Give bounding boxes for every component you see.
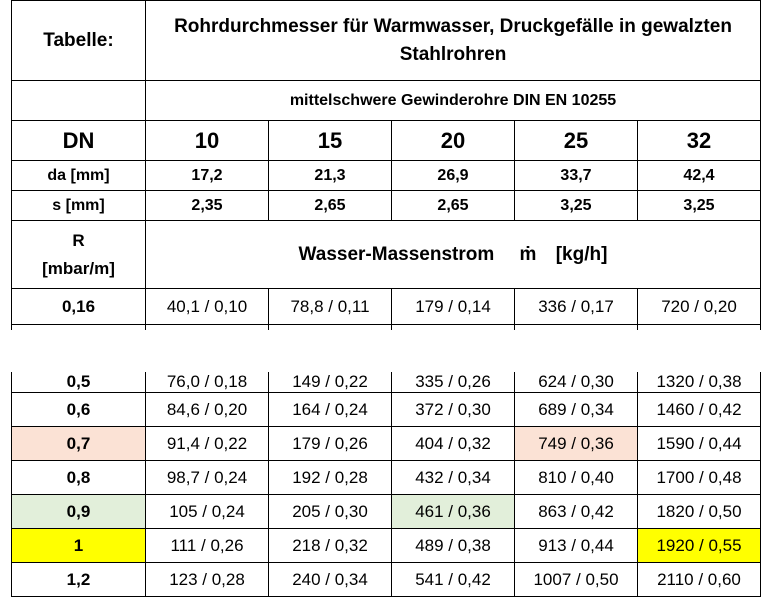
value-cell-highlighted: 461 / 0,36 <box>391 494 515 529</box>
s-row: s [mm] 2,35 2,65 2,65 3,25 3,25 <box>11 190 761 221</box>
da-cell: 42,4 <box>637 160 761 191</box>
value-cell: 720 / 0,20 <box>637 288 761 325</box>
s-cell: 2,65 <box>391 190 515 221</box>
value-cell: 91,4 / 0,22 <box>145 426 269 461</box>
da-cell: 21,3 <box>268 160 392 191</box>
value-cell: 179 / 0,14 <box>391 288 515 325</box>
mass-flow-unit: [kg/h] <box>555 243 608 265</box>
value-cell: 123 / 0,28 <box>145 562 269 597</box>
s-cell: 3,25 <box>637 190 761 221</box>
da-cell: 26,9 <box>391 160 515 191</box>
row-label: 0,8 <box>11 460 146 495</box>
table-bottom-section: 0,5 76,0 / 0,18 149 / 0,22 335 / 0,26 62… <box>11 364 761 597</box>
data-rows: 0,6 84,6 / 0,20 164 / 0,24 372 / 0,30 689 / … <box>11 392 761 597</box>
table-row: 0,16 40,1 / 0,10 78,8 / 0,11 179 / 0,14 … <box>11 288 761 325</box>
value-cell: 404 / 0,32 <box>391 426 515 461</box>
value-cell: 336 / 0,17 <box>514 288 638 325</box>
value-cell: 84,6 / 0,20 <box>145 392 269 427</box>
row-label: 1,2 <box>11 562 146 597</box>
value-cell: 2110 / 0,60 <box>637 562 761 597</box>
value-cell: 1820 / 0,50 <box>637 494 761 529</box>
screenshot-gap <box>0 330 768 372</box>
table-row: 1 111 / 0,26 218 / 0,32 489 / 0,38 913 / 0,4… <box>11 528 761 563</box>
value-cell: 179 / 0,26 <box>268 426 392 461</box>
value-cell: 489 / 0,38 <box>391 528 515 563</box>
value-cell: 372 / 0,30 <box>391 392 515 427</box>
r-header-row: R [mbar/m] Wasser-Massenstrom ṁ [kg/h] <box>11 220 761 289</box>
value-cell: 111 / 0,26 <box>145 528 269 563</box>
row-label: 0,9 <box>11 494 146 529</box>
value-cell: 1007 / 0,50 <box>514 562 638 597</box>
table-row: 1,2 123 / 0,28 240 / 0,34 541 / 0,42 1007 / … <box>11 562 761 597</box>
s-cell: 2,35 <box>145 190 269 221</box>
value-cell: 40,1 / 0,10 <box>145 288 269 325</box>
r-label-line1: R <box>72 230 85 250</box>
dn-cell: 25 <box>514 120 638 161</box>
value-cell: 164 / 0,24 <box>268 392 392 427</box>
value-cell-highlighted: 749 / 0,36 <box>514 426 638 461</box>
value-cell: 1700 / 0,48 <box>637 460 761 495</box>
row-label: 0,16 <box>11 288 146 325</box>
value-cell: 913 / 0,44 <box>514 528 638 563</box>
da-row: da [mm] 17,2 21,3 26,9 33,7 42,4 <box>11 160 761 191</box>
r-label-line2: [mbar/m] <box>42 258 115 278</box>
dn-row: DN 10 15 20 25 32 <box>11 120 761 161</box>
mass-flow-label: Wasser-Massenstrom <box>298 243 495 265</box>
value-cell: 205 / 0,30 <box>268 494 392 529</box>
da-cell: 17,2 <box>145 160 269 191</box>
s-cell: 3,25 <box>514 190 638 221</box>
table-title: Rohrdurchmesser für Warmwasser, Druckgef… <box>145 0 761 81</box>
value-cell-highlighted: 1920 / 0,55 <box>637 528 761 563</box>
dn-cell: 15 <box>268 120 392 161</box>
value-cell: 1590 / 0,44 <box>637 426 761 461</box>
r-label: R [mbar/m] <box>11 220 146 289</box>
dn-cell: 10 <box>145 120 269 161</box>
table-top-section: Tabelle: Rohrdurchmesser für Warmwasser,… <box>11 0 761 355</box>
mass-flow-header: Wasser-Massenstrom ṁ [kg/h] <box>145 220 761 289</box>
value-cell: 432 / 0,34 <box>391 460 515 495</box>
row-label: 0,7 <box>11 426 146 461</box>
row-label: 0,6 <box>11 392 146 427</box>
value-cell: 240 / 0,34 <box>268 562 392 597</box>
s-cell: 2,65 <box>268 190 392 221</box>
row-label: da [mm] <box>11 160 146 191</box>
da-cell: 33,7 <box>514 160 638 191</box>
value-cell: 218 / 0,32 <box>268 528 392 563</box>
value-cell: 689 / 0,34 <box>514 392 638 427</box>
dn-cell: 20 <box>391 120 515 161</box>
table-subtitle: mittelschwere Gewinderohre DIN EN 10255 <box>145 80 761 121</box>
table-row: 0,7 91,4 / 0,22 179 / 0,26 404 / 0,32 749 / … <box>11 426 761 461</box>
value-cell: 541 / 0,42 <box>391 562 515 597</box>
table-row: 0,6 84,6 / 0,20 164 / 0,24 372 / 0,30 689 / … <box>11 392 761 427</box>
empty-cell <box>11 80 146 121</box>
row-label: s [mm] <box>11 190 146 221</box>
table-row: 0,9 105 / 0,24 205 / 0,30 461 / 0,36 863 / 0… <box>11 494 761 529</box>
value-cell: 192 / 0,28 <box>268 460 392 495</box>
value-cell: 863 / 0,42 <box>514 494 638 529</box>
value-cell: 98,7 / 0,24 <box>145 460 269 495</box>
table-row: 0,8 98,7 / 0,24 192 / 0,28 432 / 0,34 810 / … <box>11 460 761 495</box>
row-label: DN <box>11 120 146 161</box>
row-label: 1 <box>11 528 146 563</box>
value-cell: 1460 / 0,42 <box>637 392 761 427</box>
dn-cell: 32 <box>637 120 761 161</box>
table-label: Tabelle: <box>11 0 146 81</box>
value-cell: 105 / 0,24 <box>145 494 269 529</box>
value-cell: 810 / 0,40 <box>514 460 638 495</box>
value-cell: 78,8 / 0,11 <box>268 288 392 325</box>
mass-flow-symbol: ṁ <box>519 243 537 265</box>
